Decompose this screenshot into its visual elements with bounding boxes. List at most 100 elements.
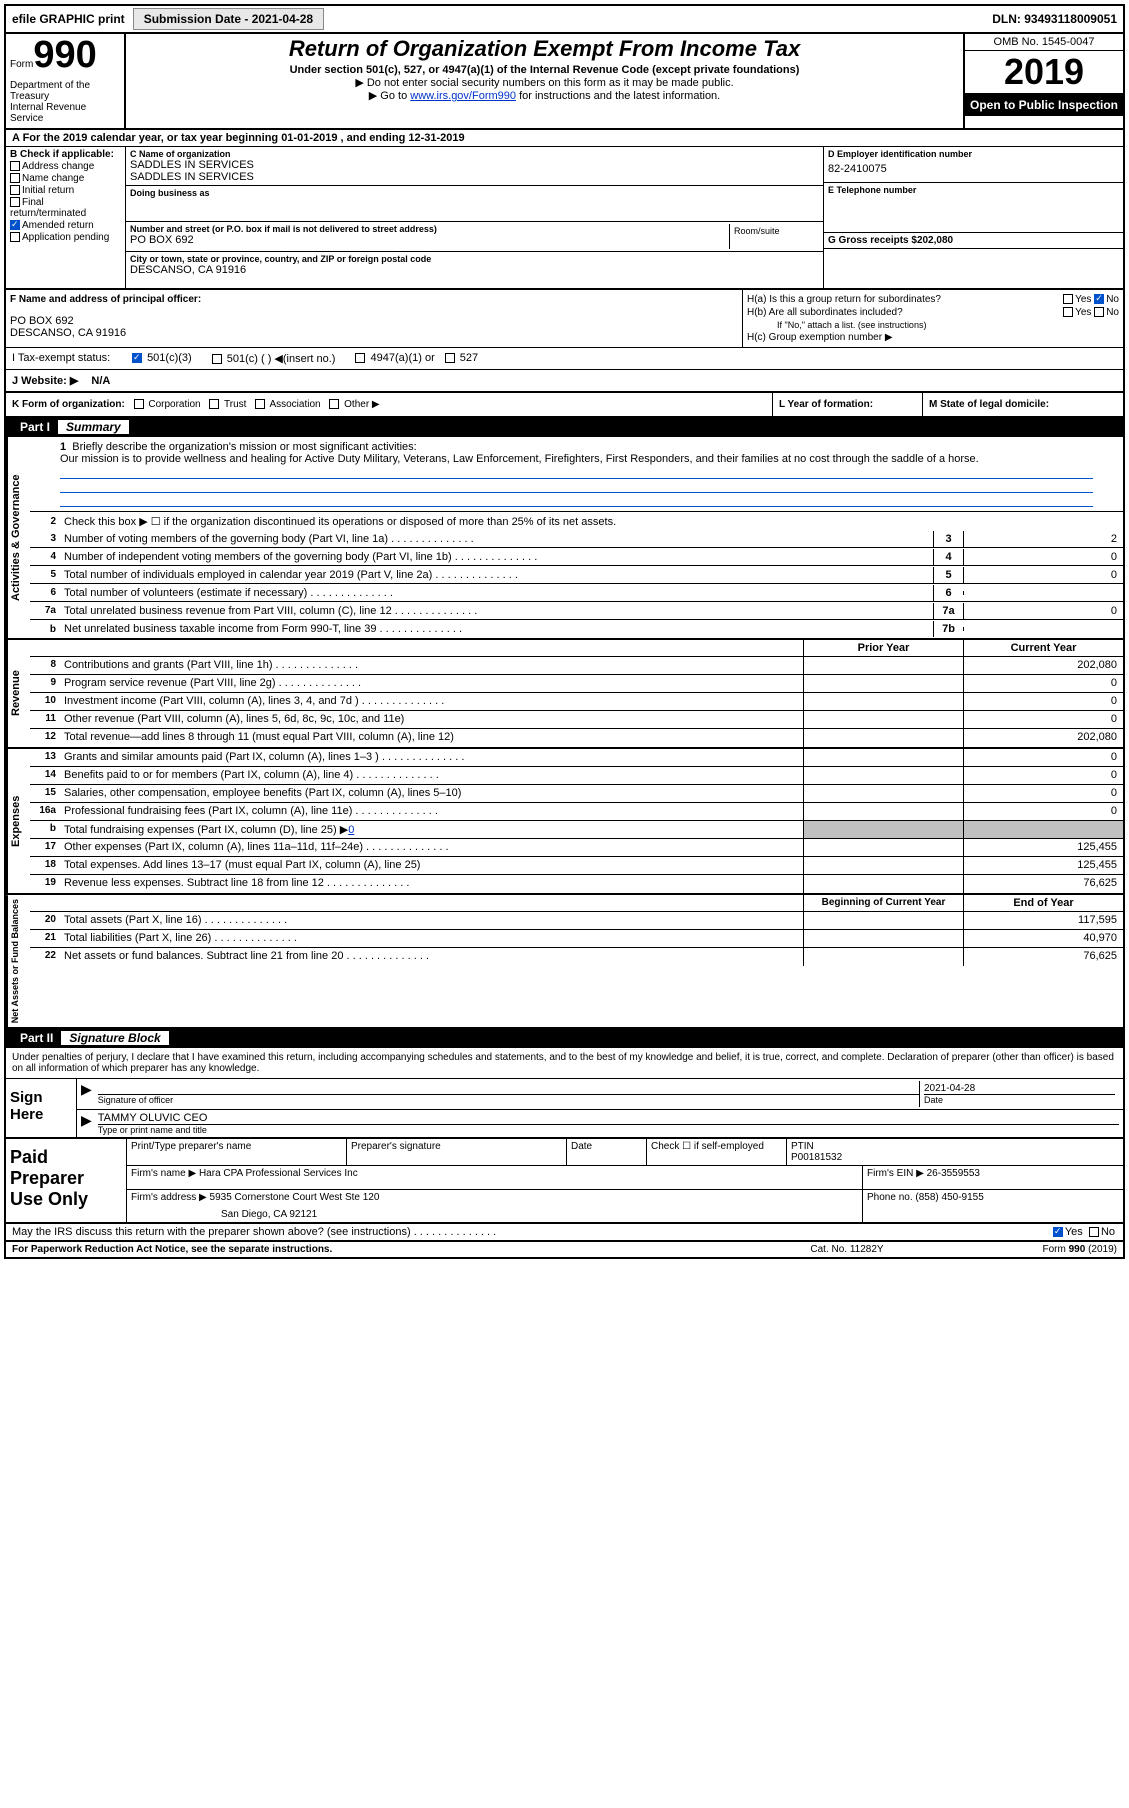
- line-14: Benefits paid to or for members (Part IX…: [60, 767, 803, 784]
- officer-name: TAMMY OLUVIC CEO: [98, 1112, 1119, 1124]
- ptin-label: PTIN: [791, 1141, 1119, 1152]
- line-13: Grants and similar amounts paid (Part IX…: [60, 749, 803, 766]
- checkbox-amended-return[interactable]: Amended return: [10, 220, 121, 231]
- addr-label: Number and street (or P.O. box if mail i…: [130, 224, 729, 234]
- checkbox-application-pending[interactable]: Application pending: [10, 232, 121, 243]
- dba-label: Doing business as: [130, 188, 819, 198]
- side-label-governance: Activities & Governance: [6, 437, 30, 638]
- paid-preparer-row: Paid Preparer Use Only Print/Type prepar…: [6, 1139, 1123, 1224]
- line-10: Investment income (Part VIII, column (A)…: [60, 693, 803, 710]
- website-value: N/A: [91, 375, 110, 387]
- signature-arrow-icon: ▶: [81, 1081, 92, 1107]
- officer-row: F Name and address of principal officer:…: [6, 290, 1123, 348]
- line-18: Total expenses. Add lines 13–17 (must eq…: [60, 857, 803, 874]
- part-2-title: Signature Block: [61, 1031, 168, 1045]
- ha-yes-no[interactable]: Yes No: [1063, 294, 1119, 305]
- kly-row: K Form of organization: Corporation Trus…: [6, 393, 1123, 418]
- ptin-value: P00181532: [791, 1152, 1119, 1163]
- sig-date-label: Date: [924, 1094, 1115, 1105]
- checkbox-corporation[interactable]: Corporation: [134, 399, 201, 410]
- open-public-badge: Open to Public Inspection: [965, 94, 1123, 116]
- checkbox-527[interactable]: 527: [445, 352, 478, 365]
- val-7a: 0: [963, 603, 1123, 619]
- cur-12: 202,080: [963, 729, 1123, 747]
- hc-label: H(c) Group exemption number ▶: [747, 332, 893, 343]
- phone-box: E Telephone number: [824, 183, 1123, 233]
- officer-name-row: ▶ TAMMY OLUVIC CEO Type or print name an…: [77, 1110, 1123, 1137]
- section-c: C Name of organization SADDLES IN SERVIC…: [126, 147, 823, 288]
- dept-treasury: Department of the Treasury: [10, 80, 120, 102]
- tax-year: 2019: [965, 51, 1123, 94]
- firm-name-cell: Firm's name ▶ Hara CPA Professional Serv…: [127, 1166, 863, 1189]
- submission-date-button[interactable]: Submission Date - 2021-04-28: [133, 8, 324, 30]
- checkbox-final-return[interactable]: Final return/terminated: [10, 197, 121, 219]
- cur-20: 117,595: [963, 912, 1123, 929]
- checkbox-name-change[interactable]: Name change: [10, 173, 121, 184]
- sig-date-box: 2021-04-28 Date: [919, 1081, 1119, 1107]
- right-column: D Employer identification number 82-2410…: [823, 147, 1123, 288]
- signature-declaration: Under penalties of perjury, I declare th…: [6, 1048, 1123, 1079]
- line-3: Number of voting members of the governin…: [60, 531, 933, 547]
- section-f: F Name and address of principal officer:…: [6, 290, 743, 347]
- sig-date-value: 2021-04-28: [924, 1083, 1115, 1094]
- checkbox-501c[interactable]: 501(c) ( ) ◀(insert no.): [212, 352, 336, 365]
- header-center: Return of Organization Exempt From Incom…: [126, 34, 963, 128]
- gross-receipts-value: 202,080: [917, 235, 953, 246]
- paid-preparer-label: Paid Preparer Use Only: [6, 1139, 126, 1222]
- city-label: City or town, state or province, country…: [130, 254, 819, 264]
- check-self-employed[interactable]: Check ☐ if self-employed: [647, 1139, 787, 1165]
- hb-yes-no[interactable]: Yes No: [1063, 307, 1119, 318]
- form-title: Return of Organization Exempt From Incom…: [132, 36, 957, 62]
- checkbox-trust[interactable]: Trust: [209, 399, 246, 410]
- checkbox-association[interactable]: Association: [255, 399, 320, 410]
- k-form-org: K Form of organization: Corporation Trus…: [6, 393, 773, 416]
- discuss-yes-no[interactable]: Yes No: [963, 1224, 1123, 1240]
- checkbox-501c3[interactable]: 501(c)(3): [132, 352, 192, 365]
- cur-8: 202,080: [963, 657, 1123, 674]
- mission-text: Our mission is to provide wellness and h…: [60, 453, 1093, 465]
- cur-15: 0: [963, 785, 1123, 802]
- checkbox-other[interactable]: Other ▶: [329, 399, 379, 410]
- officer-addr1: PO BOX 692: [10, 315, 738, 327]
- omb-number: OMB No. 1545-0047: [965, 34, 1123, 51]
- section-b-header: B Check if applicable:: [10, 149, 121, 160]
- prep-date-label: Date: [567, 1139, 647, 1165]
- firm-name-row: Firm's name ▶ Hara CPA Professional Serv…: [127, 1166, 1123, 1190]
- revenue-section: Revenue Prior Year Current Year 8Contrib…: [6, 640, 1123, 749]
- val-6: [963, 591, 1123, 595]
- org-name-1: SADDLES IN SERVICES: [130, 159, 819, 171]
- checkbox-address-change[interactable]: Address change: [10, 161, 121, 172]
- line-16b: Total fundraising expenses (Part IX, col…: [60, 821, 803, 838]
- website-label: J Website: ▶: [12, 375, 78, 387]
- cur-16a: 0: [963, 803, 1123, 820]
- line-2: Check this box ▶ ☐ if the organization d…: [60, 513, 1123, 530]
- form-note-link: ▶ Go to www.irs.gov/Form990 for instruct…: [132, 89, 957, 102]
- val-4: 0: [963, 549, 1123, 565]
- line-12: Total revenue—add lines 8 through 11 (mu…: [60, 729, 803, 747]
- expenses-section: Expenses 13Grants and similar amounts pa…: [6, 749, 1123, 895]
- ptin-box: PTIN P00181532: [787, 1139, 1123, 1165]
- firm-phone: (858) 450-9155: [915, 1192, 983, 1203]
- line-15: Salaries, other compensation, employee b…: [60, 785, 803, 802]
- line-11: Other revenue (Part VIII, column (A), li…: [60, 711, 803, 728]
- preparer-header-row: Print/Type preparer's name Preparer's si…: [127, 1139, 1123, 1166]
- line-9: Program service revenue (Part VIII, line…: [60, 675, 803, 692]
- fundraising-total: 0: [348, 824, 354, 836]
- form-990-container: efile GRAPHIC print Submission Date - 20…: [4, 4, 1125, 1259]
- hb-label: H(b) Are all subordinates included?: [747, 307, 1063, 318]
- checkbox-initial-return[interactable]: Initial return: [10, 185, 121, 196]
- line-21: Total liabilities (Part X, line 26): [60, 930, 803, 947]
- tax-period: A For the 2019 calendar year, or tax yea…: [6, 130, 1123, 147]
- footer-form: Form 990 (2019): [937, 1244, 1117, 1255]
- cur-18: 125,455: [963, 857, 1123, 874]
- org-name-2: SADDLES IN SERVICES: [130, 171, 819, 183]
- dln-label: DLN: 93493118009051: [986, 9, 1123, 29]
- line-19: Revenue less expenses. Subtract line 18 …: [60, 875, 803, 893]
- checkbox-4947[interactable]: 4947(a)(1) or: [355, 352, 434, 365]
- ein-label: D Employer identification number: [828, 149, 1119, 159]
- cur-22: 76,625: [963, 948, 1123, 966]
- org-address: PO BOX 692: [130, 234, 729, 246]
- footer-paperwork: For Paperwork Reduction Act Notice, see …: [12, 1244, 757, 1255]
- irs-link[interactable]: www.irs.gov/Form990: [410, 90, 516, 102]
- current-year-header: Current Year: [963, 640, 1123, 656]
